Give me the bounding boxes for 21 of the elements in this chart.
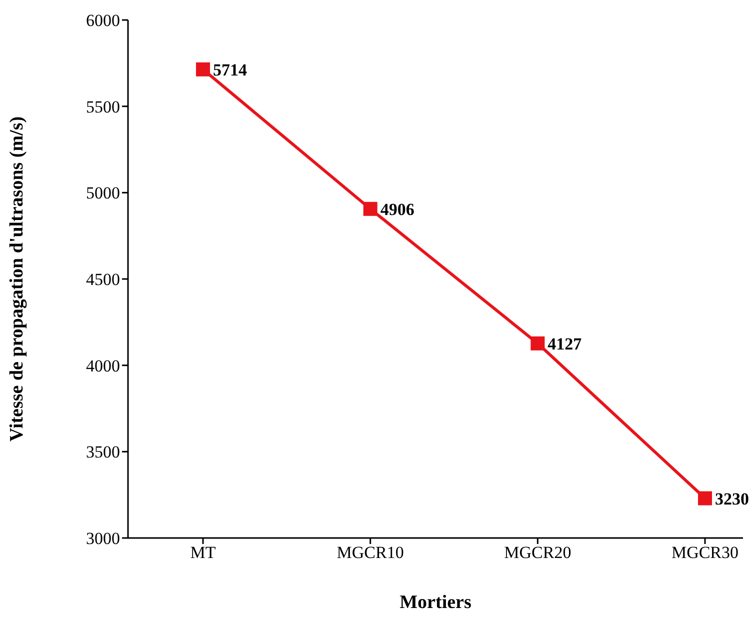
data-label: 3230 <box>715 489 749 508</box>
y-tick-label: 4000 <box>86 356 120 376</box>
y-tick-label: 3500 <box>86 442 120 462</box>
y-tick-label: 5500 <box>86 97 120 116</box>
x-tick-label: MGCR10 <box>336 543 404 562</box>
y-tick-label: 5000 <box>86 184 120 203</box>
data-label: 5714 <box>213 60 248 80</box>
data-label: 4906 <box>380 200 414 219</box>
x-tick-label: MGCR30 <box>671 543 739 562</box>
y-tick-label: 3000 <box>86 529 120 548</box>
point <box>363 202 378 216</box>
data-label: 4127 <box>548 334 582 354</box>
y-axis-title: Vitesse de propagation d'ultrasons (m/s) <box>6 116 28 442</box>
x-axis-title: Mortiers <box>400 592 472 613</box>
y-tick-label: 4500 <box>86 270 120 290</box>
x-tick-label: MGCR20 <box>504 543 572 562</box>
point <box>196 62 210 76</box>
x-tick-label: MT <box>190 543 216 562</box>
point <box>530 336 545 350</box>
point <box>698 491 712 506</box>
y-tick-label: 6000 <box>86 11 120 30</box>
